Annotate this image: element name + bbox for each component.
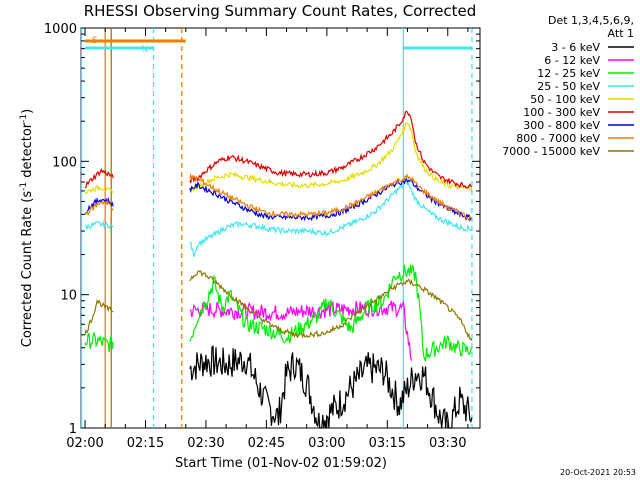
series-line-7-seg-1 (189, 172, 473, 222)
series-line-5-seg-1 (189, 110, 473, 189)
series-lines (84, 110, 473, 429)
series-line-6-seg-0 (84, 196, 114, 215)
x-tick-label-4: 03:00 (308, 436, 345, 451)
x-axis-label: Start Time (01-Nov-02 01:59:02) (175, 456, 387, 471)
plot-frame (80, 27, 481, 429)
x-tick-label-6: 03:30 (429, 436, 466, 451)
y-tick-label-0: 1 (69, 422, 77, 437)
y-tick-label-2: 100 (52, 155, 77, 170)
series-line-2-seg-0 (84, 331, 114, 353)
legend-label-2: 12 - 25 keV (537, 67, 600, 80)
x-tick-label-2: 02:30 (187, 436, 224, 451)
legend-label-3: 25 - 50 keV (537, 80, 600, 93)
series-line-4-seg-1 (189, 122, 473, 192)
series-line-8-seg-0 (84, 298, 114, 336)
x-tick-label-1: 02:15 (127, 436, 164, 451)
y-axis-label: Corrected Count Rate (s-1 detector-1) (19, 109, 35, 347)
legend-label-7: 800 - 7000 keV (516, 132, 600, 145)
series-line-3-seg-0 (84, 220, 114, 231)
flag-label-1: N (142, 45, 149, 55)
legend-header-detectors: Det 1,3,4,5,6,9, (548, 14, 634, 27)
y-axis: 1 10 100 1000 (44, 22, 480, 437)
flag-bars: SN (85, 36, 472, 55)
series-line-0-seg-0 (189, 345, 473, 429)
plot-area (80, 27, 481, 429)
legend-label-4: 50 - 100 keV (530, 93, 600, 106)
legend-label-0: 3 - 6 keV (551, 41, 600, 54)
x-tick-label-0: 02:00 (66, 436, 103, 451)
series-line-5-seg-0 (84, 167, 114, 189)
generation-timestamp: 20-Oct-2021 20:53 (560, 468, 636, 477)
y-tick-label-1: 10 (60, 289, 77, 304)
series-line-4-seg-0 (84, 184, 114, 195)
y-tick-label-3: 1000 (44, 22, 77, 37)
legend-label-1: 6 - 12 keV (544, 54, 600, 67)
vertical-markers (80, 28, 473, 428)
series-line-6-seg-1 (189, 177, 473, 222)
x-tick-label-3: 02:45 (248, 436, 285, 451)
series-line-3-seg-1 (189, 179, 473, 257)
series-line-2-seg-1 (189, 264, 473, 363)
x-axis: 02:00 02:15 02:30 02:45 03:00 03:15 03:30 (66, 28, 469, 451)
legend-label-8: 7000 - 15000 keV (502, 145, 600, 158)
legend-header-attenuator: Att 1 (608, 27, 634, 40)
x-tick-label-5: 03:15 (369, 436, 406, 451)
chart-title: RHESSI Observing Summary Count Rates, Co… (84, 2, 477, 20)
series-line-8-seg-1 (189, 270, 473, 342)
series-line-7-seg-0 (84, 199, 114, 216)
legend-label-6: 300 - 800 keV (523, 119, 600, 132)
legend-label-5: 100 - 300 keV (523, 106, 600, 119)
flag-label-0: S (92, 36, 98, 46)
